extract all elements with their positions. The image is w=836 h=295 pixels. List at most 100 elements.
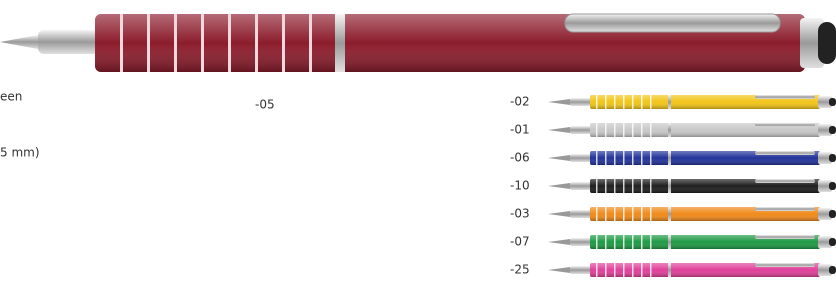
pen-ring	[632, 207, 634, 221]
pen-ring	[641, 207, 643, 221]
pen-clip	[755, 151, 815, 155]
pen-ring	[596, 207, 598, 221]
pen-clip	[755, 207, 815, 211]
pen-ring	[147, 14, 150, 72]
pen-clip	[565, 14, 780, 32]
pen-tip	[548, 211, 570, 217]
pen-ring	[650, 235, 652, 249]
main-pen-code: -05	[255, 98, 275, 112]
pen-stylus	[829, 182, 836, 190]
side-text: 5 mm)	[0, 146, 40, 160]
variant-code: -10	[510, 179, 530, 193]
pen-ring	[650, 151, 652, 165]
pen-ring	[174, 14, 177, 72]
pen-band	[668, 179, 671, 193]
pen-ring	[650, 95, 652, 109]
pen-clip	[755, 263, 815, 267]
pen-band	[668, 235, 671, 249]
pen-ring	[650, 179, 652, 193]
pen-ring	[632, 179, 634, 193]
pen-stylus	[818, 22, 836, 64]
pen-ring	[614, 179, 616, 193]
main-pen	[0, 14, 836, 72]
pen-ring	[641, 235, 643, 249]
pen-clip	[755, 95, 815, 99]
pen-tip	[548, 183, 570, 189]
variant-code: -03	[510, 207, 530, 221]
pen-grip	[570, 98, 592, 106]
pen-ring	[641, 151, 643, 165]
pen-ring	[309, 14, 312, 72]
pen-grip	[570, 266, 592, 274]
pen-clip	[755, 235, 815, 239]
pen-ring	[650, 263, 652, 277]
pen-ring	[632, 123, 634, 137]
pen-stylus	[829, 238, 836, 246]
pen-grip	[570, 154, 592, 162]
variant-pen	[548, 207, 836, 221]
variant-code: -07	[510, 235, 530, 249]
variant-pen	[548, 123, 836, 137]
pen-ring	[596, 263, 598, 277]
pen-ring	[596, 151, 598, 165]
pen-ring	[228, 14, 231, 72]
pen-grip	[570, 126, 592, 134]
pen-band	[668, 207, 671, 221]
pen-ring	[623, 123, 625, 137]
pen-ring	[623, 95, 625, 109]
pen-ring	[614, 263, 616, 277]
pen-ring	[596, 235, 598, 249]
variant-pen	[548, 179, 836, 193]
pen-ring	[282, 14, 285, 72]
pen-tip	[548, 99, 570, 105]
variant-pen	[548, 235, 836, 249]
pen-ring	[632, 235, 634, 249]
pen-clip	[755, 123, 815, 127]
pen-ring	[632, 263, 634, 277]
pen-band	[668, 151, 671, 165]
pen-ring	[632, 95, 634, 109]
side-text: een	[0, 90, 22, 104]
pen-ring	[605, 207, 607, 221]
pen-tip	[548, 267, 570, 273]
pen-clip	[755, 179, 815, 183]
variant-pen	[548, 95, 836, 109]
pen-tip	[548, 127, 570, 133]
pen-stylus	[829, 98, 836, 106]
pen-ring	[605, 123, 607, 137]
pen-ring	[614, 151, 616, 165]
pen-ring	[614, 235, 616, 249]
pen-ring	[641, 263, 643, 277]
pen-ring	[201, 14, 204, 72]
pen-grip	[570, 238, 592, 246]
pen-ring	[605, 235, 607, 249]
pen-stylus	[829, 210, 836, 218]
pen-band	[668, 263, 671, 277]
pen-stylus	[829, 266, 836, 274]
pen-band	[668, 123, 671, 137]
variant-code: -01	[510, 123, 530, 137]
pen-ring	[605, 95, 607, 109]
pen-ring	[614, 123, 616, 137]
pen-ring	[605, 151, 607, 165]
variant-code: -25	[510, 263, 530, 277]
pen-grip	[570, 210, 592, 218]
pen-ring	[650, 123, 652, 137]
catalog-page: een 5 mm) -05 -02-01-06-10-03-07-25	[0, 0, 836, 295]
pen-ring	[596, 123, 598, 137]
pen-tip	[548, 155, 570, 161]
pen-ring	[255, 14, 258, 72]
variant-pen	[548, 263, 836, 277]
pen-ring	[641, 95, 643, 109]
pen-stylus	[829, 126, 836, 134]
pen-ring	[614, 207, 616, 221]
pen-ring	[650, 207, 652, 221]
pen-band	[668, 95, 671, 109]
pen-ring	[641, 179, 643, 193]
pen-ring	[120, 14, 123, 72]
pen-ring	[623, 263, 625, 277]
pen-ring	[596, 179, 598, 193]
pen-ring	[605, 263, 607, 277]
pen-ring	[605, 179, 607, 193]
pen-ring	[632, 151, 634, 165]
